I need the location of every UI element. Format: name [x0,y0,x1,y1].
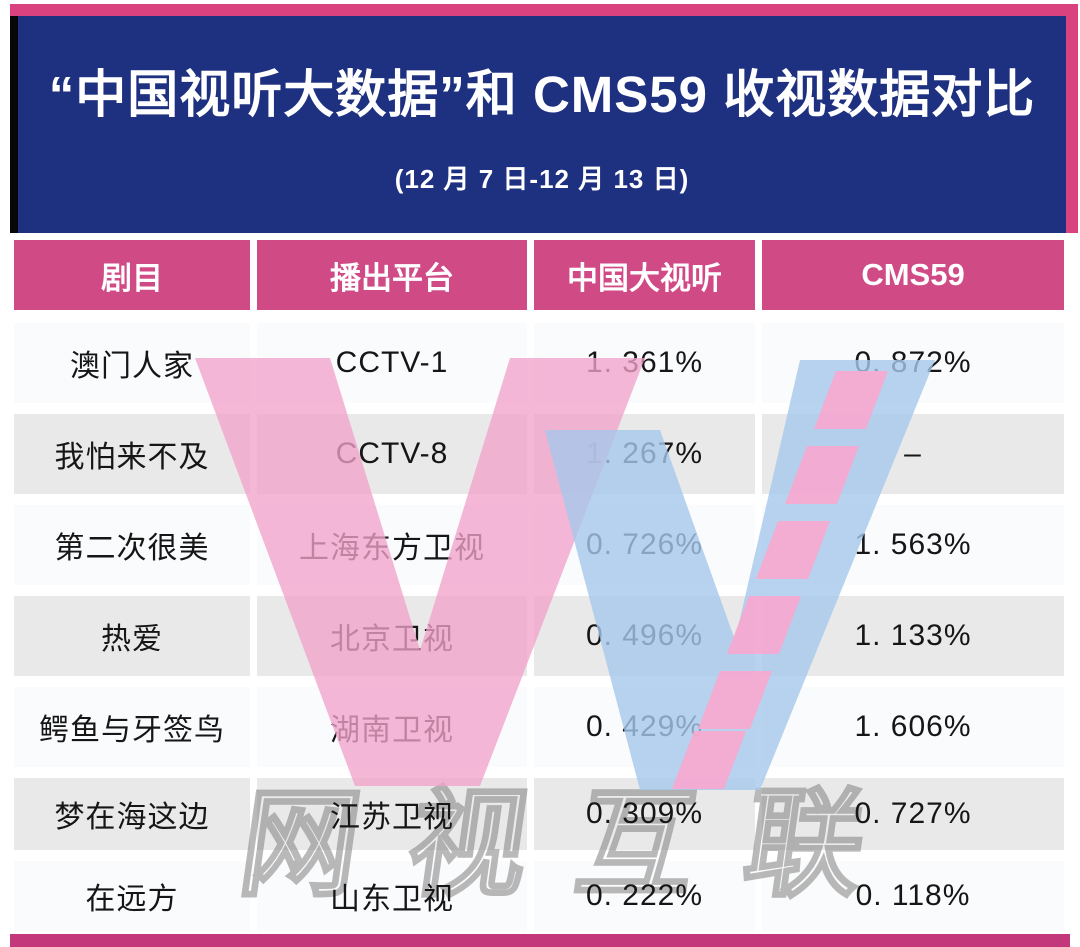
cell-drama: 鳄鱼与牙签鸟 [39,714,225,747]
cell-dashiting-rating: 0. 222% [585,879,704,912]
cell-drama: 第二次很美 [54,532,210,565]
cell-cms59-rating: 0. 872% [854,346,972,379]
cell-drama: 在远方 [85,883,179,916]
cell-drama: 澳门人家 [70,350,194,383]
row-background [762,861,1064,931]
cell-dashiting-rating: 0. 726% [585,528,704,561]
cell-drama: 梦在海这边 [54,801,210,834]
cell-cms59-rating: – [904,437,922,470]
cell-dashiting-rating: 0. 429% [585,710,704,743]
row-background [762,778,1064,850]
date-range-subtitle: (12 月 7 日-12 月 13 日) [394,164,690,194]
row-background [534,778,755,850]
cell-dashiting-rating: 1. 361% [585,346,704,379]
row-background [14,861,250,931]
column-header-drama: 剧目 [14,240,250,310]
cell-cms59-rating: 1. 133% [854,619,972,652]
column-header-dashiting: 中国大视听 [534,240,755,310]
top-accent-bar [10,4,1078,16]
row-background [14,778,250,850]
row-background [257,778,527,850]
cell-platform: 湖南卫视 [330,714,454,747]
row-background [257,861,527,931]
cell-drama: 我怕来不及 [54,441,210,474]
cell-platform: 山东卫视 [330,883,454,916]
cell-dashiting-rating: 1. 267% [585,437,704,470]
cell-drama: 热爱 [101,623,163,656]
cell-platform: 上海东方卫视 [299,532,485,565]
page-title: “中国视听大数据”和 CMS59 收视数据对比 [48,66,1036,123]
cell-cms59-rating: 1. 606% [854,710,972,743]
cell-cms59-rating: 1. 563% [854,528,972,561]
row-background [534,861,755,931]
column-header-platform: 播出平台 [257,240,527,310]
cell-platform: 江苏卫视 [330,801,454,834]
cell-platform: CCTV-1 [335,346,449,379]
cell-platform: 北京卫视 [330,623,454,656]
column-header-cms59: CMS59 [762,240,1064,310]
cell-platform: CCTV-8 [335,437,449,470]
cell-cms59-rating: 0. 727% [854,797,972,830]
bottom-accent-bar [10,934,1070,947]
title-banner: “中国视听大数据”和 CMS59 收视数据对比 (12 月 7 日-12 月 1… [10,16,1078,233]
cell-dashiting-rating: 0. 496% [585,619,704,652]
cell-dashiting-rating: 0. 309% [585,797,704,830]
cell-cms59-rating: 0. 118% [855,879,971,912]
